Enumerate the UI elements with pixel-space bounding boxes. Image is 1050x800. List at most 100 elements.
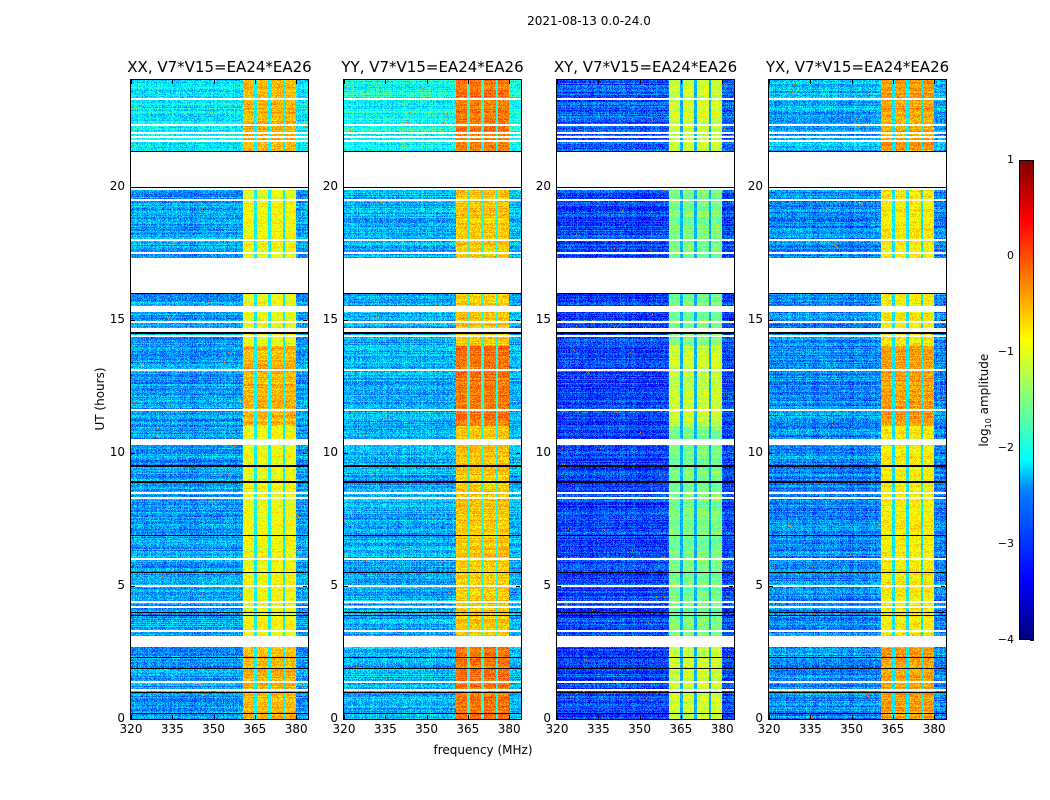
x-tick-label: 380	[922, 722, 946, 736]
x-tick-label: 365	[456, 722, 480, 736]
y-tick	[769, 319, 773, 321]
panel-title: XY, V7*V15=EA24*EA26	[553, 58, 738, 76]
x-tick-top	[639, 80, 641, 84]
colorbar-tick	[1030, 640, 1034, 641]
x-tick-label: 320	[757, 722, 781, 736]
colorbar-label-suffix: amplitude	[976, 353, 991, 419]
y-tick-right	[941, 319, 945, 321]
y-tick-right	[729, 585, 733, 587]
y-tick	[131, 186, 135, 188]
y-tick-right	[303, 585, 307, 587]
heatmap-canvas	[131, 80, 308, 719]
y-tick-label: 0	[543, 711, 551, 725]
y-tick-right	[516, 719, 520, 720]
x-tick-label: 380	[284, 722, 308, 736]
panel-title: XX, V7*V15=EA24*EA26	[127, 58, 312, 76]
x-tick	[680, 715, 682, 719]
x-tick-label: 335	[373, 722, 397, 736]
colorbar-tick-label: 0	[1007, 249, 1014, 262]
y-tick-label: 20	[109, 178, 125, 193]
y-tick-label: 10	[747, 444, 763, 459]
y-tick-label: 5	[117, 577, 125, 592]
y-tick	[131, 585, 135, 587]
x-tick-top	[213, 80, 215, 84]
y-tick	[557, 319, 561, 321]
x-tick	[254, 715, 256, 719]
x-tick-top	[131, 80, 132, 84]
y-tick	[557, 585, 561, 587]
x-tick	[385, 715, 387, 719]
heatmap-canvas	[557, 80, 734, 719]
y-tick-label: 0	[117, 711, 125, 725]
heatmap-canvas	[344, 80, 521, 719]
y-tick	[344, 319, 348, 321]
y-tick-label: 5	[543, 577, 551, 592]
x-tick-label: 350	[415, 722, 439, 736]
y-tick-label: 20	[747, 178, 763, 193]
y-tick-right	[729, 452, 733, 454]
y-tick-right	[516, 452, 520, 454]
y-tick-right	[303, 719, 307, 720]
x-tick-top	[769, 80, 770, 84]
colorbar-tick-label: −3	[997, 537, 1014, 550]
x-tick-label: 335	[798, 722, 822, 736]
x-tick-label: 350	[202, 722, 226, 736]
x-tick-top	[851, 80, 853, 84]
y-tick	[131, 719, 135, 720]
x-tick	[344, 715, 345, 719]
x-tick	[557, 715, 558, 719]
x-tick-top	[557, 80, 558, 84]
y-tick-label: 15	[322, 311, 338, 326]
x-tick	[426, 715, 428, 719]
x-tick	[172, 715, 174, 719]
heatmap-canvas	[769, 80, 946, 719]
figure-title: 2021-08-13 0.0-24.0	[527, 14, 651, 28]
waterfall-panel	[130, 79, 309, 720]
y-tick-label: 15	[535, 311, 551, 326]
y-tick-label: 20	[535, 178, 551, 193]
x-tick	[892, 715, 894, 719]
x-tick	[934, 715, 936, 719]
x-tick-label: 320	[332, 722, 356, 736]
y-tick-right	[941, 719, 945, 720]
x-tick-label: 350	[628, 722, 652, 736]
colorbar-label: log10 amplitude	[977, 345, 993, 455]
x-tick-label: 380	[497, 722, 521, 736]
x-tick	[810, 715, 812, 719]
x-axis-label: frequency (MHz)	[433, 743, 533, 757]
colorbar-tick-label: −4	[997, 633, 1014, 646]
y-axis-label: UT (hours)	[93, 367, 107, 431]
x-tick-top	[810, 80, 812, 84]
y-tick	[344, 585, 348, 587]
x-tick-top	[426, 80, 428, 84]
panel-title: YY, V7*V15=EA24*EA26	[341, 58, 524, 76]
x-tick-top	[509, 80, 511, 84]
x-tick	[467, 715, 469, 719]
x-tick	[851, 715, 853, 719]
x-tick-top	[172, 80, 174, 84]
y-tick-right	[516, 585, 520, 587]
y-tick-right	[516, 186, 520, 188]
y-tick	[769, 452, 773, 454]
y-tick	[344, 186, 348, 188]
x-tick	[639, 715, 641, 719]
x-tick	[296, 715, 298, 719]
x-tick	[131, 715, 132, 719]
y-tick-right	[941, 452, 945, 454]
x-tick-top	[598, 80, 600, 84]
x-tick-label: 335	[586, 722, 610, 736]
y-tick	[131, 452, 135, 454]
y-tick	[131, 319, 135, 321]
y-tick-right	[729, 719, 733, 720]
y-tick-label: 15	[109, 311, 125, 326]
x-tick	[769, 715, 770, 719]
y-tick	[557, 719, 561, 720]
colorbar-tick-label: −2	[997, 441, 1014, 454]
y-tick	[344, 719, 348, 720]
colorbar-label-sub: 10	[984, 418, 994, 429]
x-tick	[598, 715, 600, 719]
y-tick-label: 20	[322, 178, 338, 193]
y-tick-right	[516, 319, 520, 321]
y-tick-right	[729, 186, 733, 188]
x-tick-top	[385, 80, 387, 84]
